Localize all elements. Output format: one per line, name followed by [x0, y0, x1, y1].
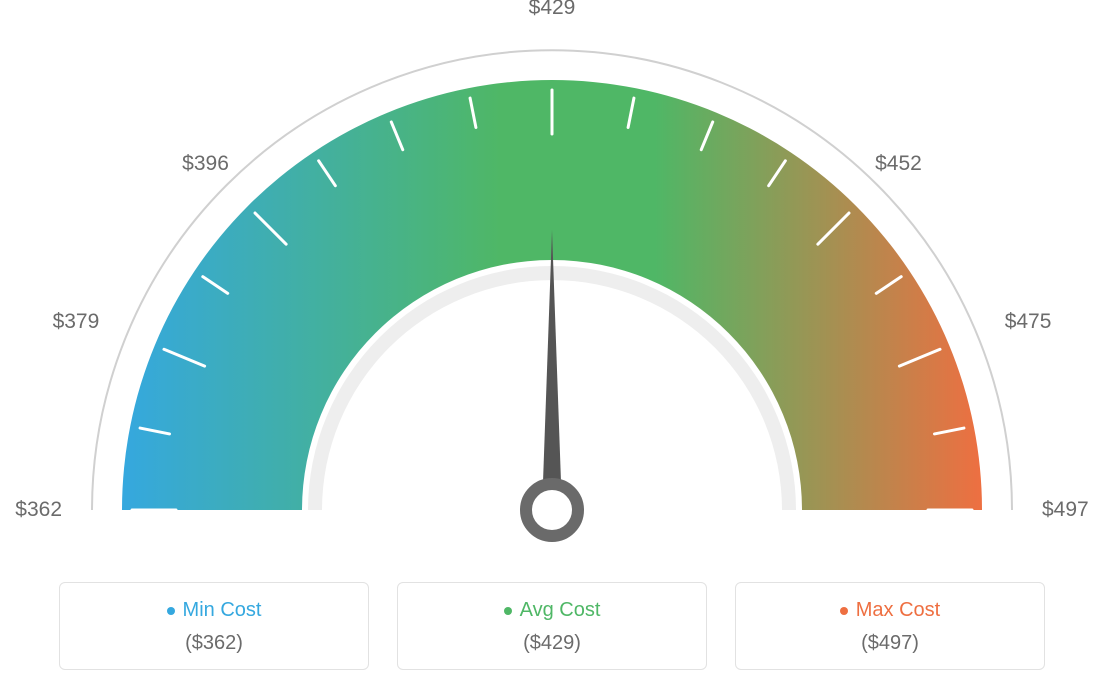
legend-label-max: Max Cost [856, 599, 940, 622]
legend-card-min: Min Cost ($362) [59, 582, 369, 670]
gauge-tick-label: $452 [875, 152, 922, 176]
legend-dot-max [840, 607, 848, 615]
legend-dot-min [167, 607, 175, 615]
legend-value-min: ($362) [70, 632, 358, 655]
gauge-tick-label: $379 [53, 310, 100, 334]
gauge-tick-label: $497 [1042, 498, 1089, 522]
gauge-tick-label: $475 [1005, 310, 1052, 334]
gauge-area: $362 $379 $396 $429 $452 $475 $497 [0, 0, 1104, 560]
gauge-tick-label: $429 [529, 0, 576, 20]
gauge-svg [0, 0, 1104, 560]
gauge-tick-label: $362 [15, 498, 62, 522]
legend-value-avg: ($429) [408, 632, 696, 655]
chart-container: $362 $379 $396 $429 $452 $475 $497 Min Cost ($… [0, 0, 1104, 690]
legend-card-avg: Avg Cost ($429) [397, 582, 707, 670]
legend-value-max: ($497) [746, 632, 1034, 655]
legend-row: Min Cost ($362) Avg Cost ($429) Max Cost… [0, 582, 1104, 670]
gauge-tick-label: $396 [182, 152, 229, 176]
legend-card-max: Max Cost ($497) [735, 582, 1045, 670]
legend-dot-avg [504, 607, 512, 615]
legend-label-min: Min Cost [183, 599, 262, 622]
legend-label-avg: Avg Cost [520, 599, 601, 622]
